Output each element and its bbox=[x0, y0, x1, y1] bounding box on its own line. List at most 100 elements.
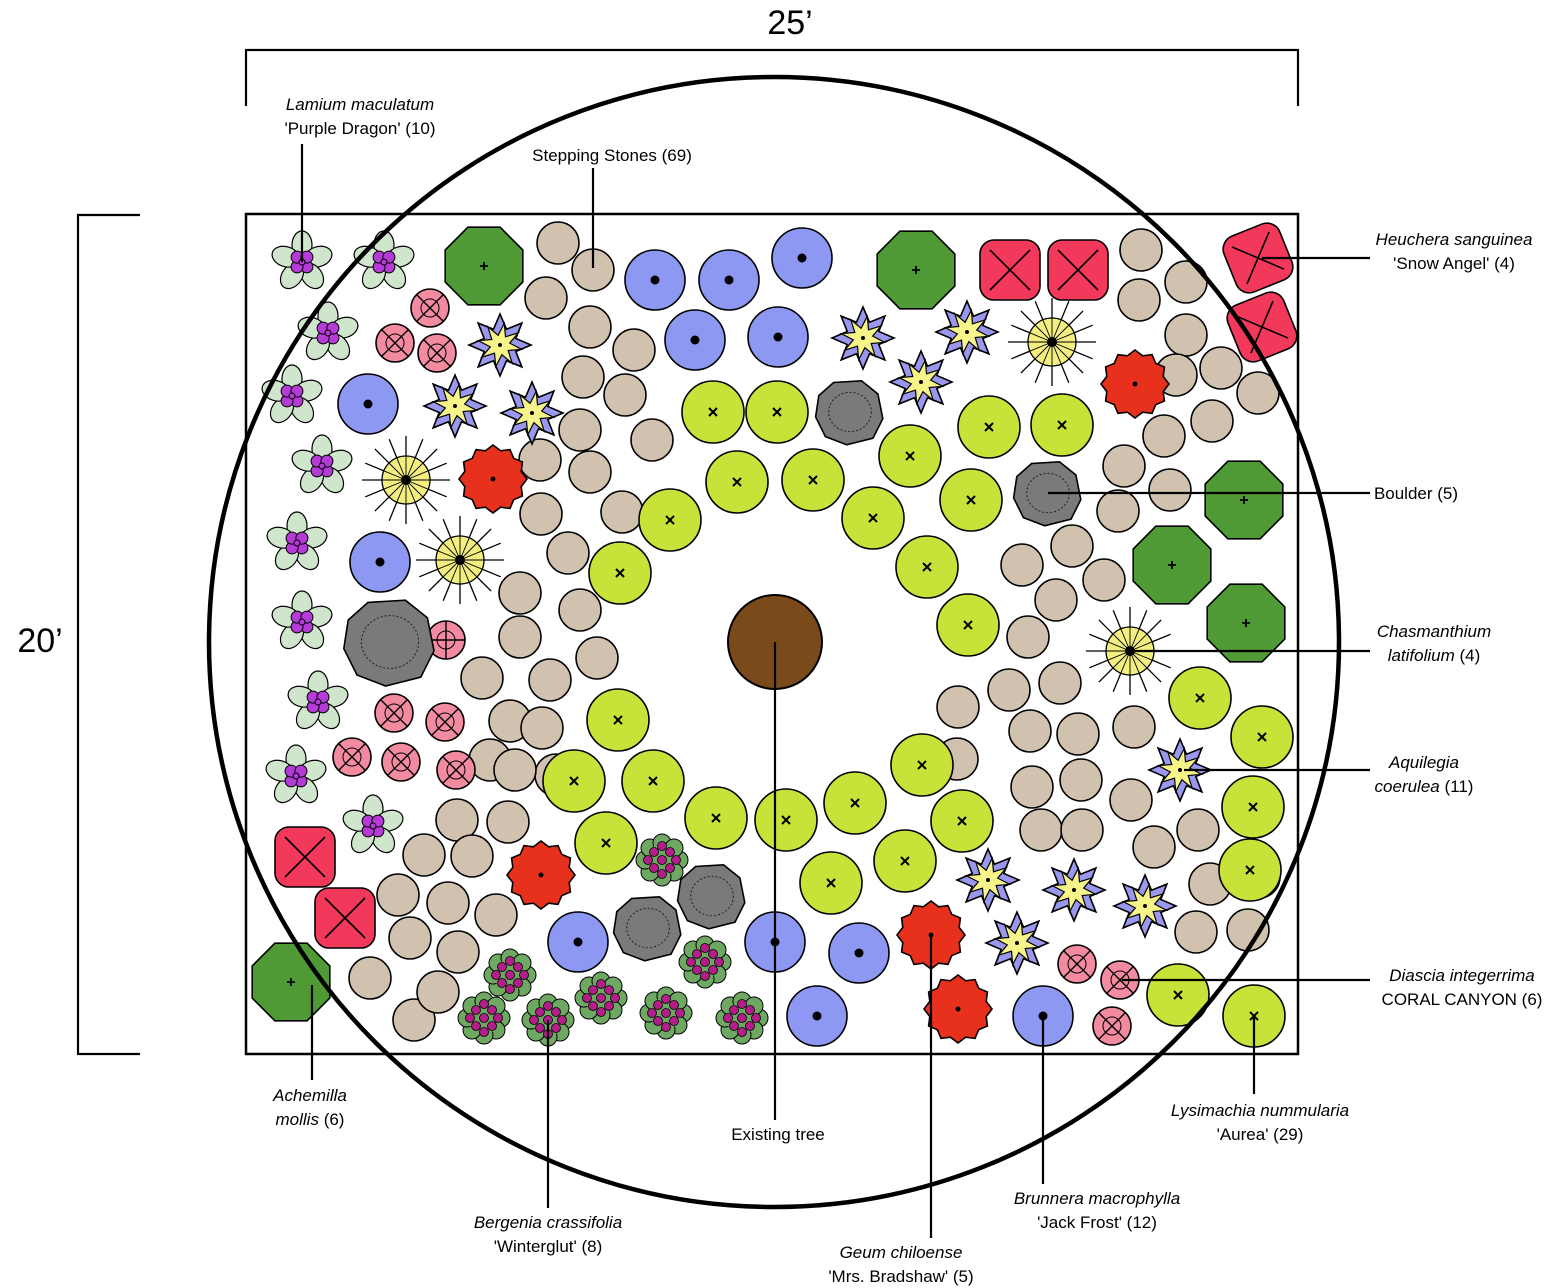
label-heuchera-name: Heuchera sanguinea bbox=[1376, 230, 1533, 249]
leader-lines bbox=[300, 144, 1370, 1238]
diascia-plant bbox=[426, 620, 466, 660]
stepping-stone bbox=[426, 881, 470, 925]
label-brunnera-name: Brunnera macrophylla bbox=[1014, 1189, 1180, 1208]
aquilegia-plant bbox=[1146, 736, 1214, 804]
aquilegia-plant bbox=[1111, 872, 1179, 940]
stepping-stone bbox=[392, 998, 436, 1042]
chasmanthium-plant bbox=[1086, 607, 1174, 695]
aquilegia-plant bbox=[829, 304, 897, 372]
heuchera-plant bbox=[314, 887, 376, 949]
lamium-plant bbox=[297, 301, 359, 361]
stepping-stone bbox=[436, 930, 480, 974]
lysimachia-plant bbox=[841, 486, 905, 550]
stepping-stone bbox=[1000, 543, 1044, 587]
stepping-stone bbox=[1059, 758, 1103, 802]
achemilla-plant bbox=[1204, 460, 1284, 540]
lysimachia-plant bbox=[542, 749, 606, 813]
achemilla-plant bbox=[251, 942, 331, 1022]
stepping-stone bbox=[520, 706, 564, 750]
lysimachia-plant bbox=[873, 829, 937, 893]
label-achemilla-detail: mollis (6) bbox=[276, 1110, 345, 1129]
label-achemilla-count: (6) bbox=[319, 1110, 345, 1129]
heuchera-plant bbox=[1222, 222, 1294, 294]
geum-plant bbox=[922, 973, 994, 1045]
stepping-stone bbox=[1019, 808, 1063, 852]
achemilla-plant bbox=[1206, 583, 1286, 663]
lamium-plant bbox=[353, 230, 415, 290]
aquilegia-plant bbox=[421, 372, 489, 440]
stepping-stone bbox=[1008, 709, 1052, 753]
stepping-stone bbox=[1010, 765, 1054, 809]
lysimachia-plant bbox=[621, 749, 685, 813]
label-lamium-detail: 'Purple Dragon' (10) bbox=[284, 119, 435, 138]
stepping-stone bbox=[1102, 444, 1146, 488]
stepping-stone bbox=[1060, 808, 1104, 852]
heuchera-plant bbox=[1047, 239, 1109, 301]
stepping-stone bbox=[630, 418, 674, 462]
plant-labels: Lamium maculatum 'Purple Dragon' (10) St… bbox=[272, 95, 1542, 1286]
diascia-plant bbox=[375, 323, 415, 363]
achemilla-plant bbox=[1132, 525, 1212, 605]
chasmanthium-plant bbox=[416, 516, 504, 604]
stepping-stone bbox=[1096, 489, 1140, 533]
diascia-plant bbox=[425, 702, 465, 742]
chasmanthium-plant bbox=[1008, 298, 1096, 386]
diascia-plant bbox=[417, 333, 457, 373]
stepping-stone bbox=[518, 438, 562, 482]
brunnera-plant bbox=[624, 249, 686, 311]
lysimachia-plant bbox=[586, 688, 650, 752]
lamium-plant bbox=[291, 434, 353, 494]
label-stones: Stepping Stones (69) bbox=[532, 146, 692, 165]
label-chasmanthium-name2: latifolium bbox=[1388, 646, 1455, 665]
stepping-stone bbox=[1142, 414, 1186, 458]
lysimachia-plant bbox=[895, 535, 959, 599]
achemilla-plant bbox=[444, 226, 524, 306]
lysimachia-plant bbox=[574, 811, 638, 875]
lysimachia-plant bbox=[745, 380, 809, 444]
lamium-plant bbox=[261, 364, 323, 424]
lysimachia-plant bbox=[781, 448, 845, 512]
stepping-stone bbox=[1176, 808, 1220, 852]
label-bergenia-name: Bergenia crassifolia bbox=[474, 1213, 622, 1232]
geum-plant bbox=[457, 443, 529, 515]
boulder bbox=[342, 599, 435, 687]
label-chasmanthium-detail: latifolium (4) bbox=[1388, 646, 1481, 665]
stepping-stone bbox=[1038, 661, 1082, 705]
stepping-stone bbox=[1199, 346, 1243, 390]
stepping-stone bbox=[558, 588, 602, 632]
label-geum-name: Geum chiloense bbox=[840, 1243, 963, 1262]
brunnera-plant bbox=[547, 911, 609, 973]
brunnera-plant bbox=[337, 373, 399, 435]
label-lysimachia-detail: 'Aurea' (29) bbox=[1217, 1125, 1304, 1144]
brunnera-plant bbox=[786, 985, 848, 1047]
stepping-stone bbox=[524, 276, 568, 320]
stepping-stone bbox=[1164, 313, 1208, 357]
boulder bbox=[814, 379, 884, 446]
diascia-plant bbox=[332, 737, 372, 777]
brunnera-plant bbox=[349, 531, 411, 593]
stepping-stone bbox=[1006, 615, 1050, 659]
stepping-stone bbox=[600, 490, 644, 534]
bergenia-plant bbox=[457, 991, 511, 1045]
label-chasmanthium-count: (4) bbox=[1455, 646, 1481, 665]
bergenia-plant bbox=[521, 993, 575, 1047]
brunnera-plant bbox=[828, 922, 890, 984]
label-aquilegia-name2: coerulea bbox=[1375, 777, 1440, 796]
chasmanthium-plant bbox=[362, 436, 450, 524]
lysimachia-plant bbox=[823, 771, 887, 835]
stepping-stone bbox=[987, 668, 1031, 712]
bergenia-plant bbox=[678, 935, 732, 989]
diascia-plant bbox=[374, 693, 414, 733]
lysimachia-plant bbox=[1030, 393, 1094, 457]
lysimachia-plant bbox=[890, 733, 954, 797]
stepping-stone bbox=[568, 305, 612, 349]
height-dimension-bracket bbox=[76, 213, 140, 1056]
aquilegia-plant bbox=[1040, 856, 1108, 924]
label-lamium-name: Lamium maculatum bbox=[286, 95, 434, 114]
stepping-stone bbox=[612, 328, 656, 372]
stepping-stone bbox=[561, 355, 605, 399]
stepping-stone bbox=[416, 970, 460, 1014]
stepping-stone bbox=[1117, 278, 1161, 322]
lamium-plant bbox=[342, 794, 404, 854]
